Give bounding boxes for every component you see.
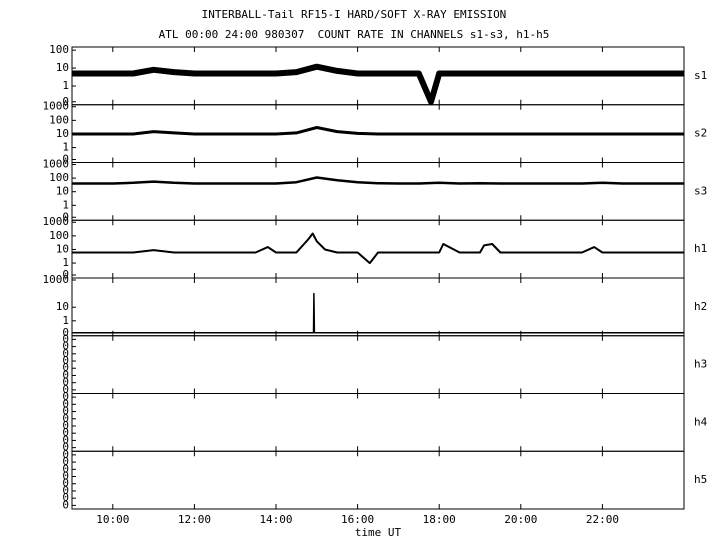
y-tick-label: 0	[62, 340, 69, 353]
series-line	[72, 232, 684, 265]
y-tick-label: 0	[62, 462, 69, 475]
y-tick-label: 0	[62, 390, 69, 403]
panel-label: h4	[694, 415, 708, 428]
panel-frame	[71, 219, 685, 279]
chart-subtitle: ATL 00:00 24:00 980307 COUNT RATE IN CHA…	[159, 28, 550, 41]
x-tick-label: 20:00	[504, 513, 537, 526]
x-tick-label: 10:00	[96, 513, 129, 526]
y-tick-label: 0	[62, 412, 69, 425]
x-axis-label: time UT	[355, 526, 402, 539]
panel-frame	[71, 335, 685, 394]
x-tick-label: 18:00	[423, 513, 456, 526]
y-tick-label: 0	[62, 405, 69, 418]
y-tick-label: 100	[49, 171, 69, 184]
y-tick-label: 1000	[43, 215, 70, 228]
y-tick-label: 10	[56, 242, 69, 255]
panel-label: s2	[694, 127, 707, 140]
y-tick-label: 0	[62, 383, 69, 396]
y-tick-label: 1	[62, 79, 69, 92]
y-tick-label: 1000	[43, 273, 70, 286]
y-tick-label: 0	[62, 347, 69, 360]
y-tick-label: 0	[62, 491, 69, 504]
panel-frame	[71, 450, 685, 510]
panel-label: h2	[694, 300, 707, 313]
y-tick-label: 0	[62, 470, 69, 483]
y-tick-label: 0	[62, 326, 69, 339]
y-tick-label: 10	[56, 300, 69, 313]
series-line	[72, 126, 684, 136]
y-tick-label: 10	[56, 61, 69, 74]
x-tick-label: 14:00	[259, 513, 292, 526]
panel-label: s3	[694, 184, 707, 197]
y-tick-label: 0	[62, 354, 69, 367]
y-tick-label: 0	[62, 455, 69, 468]
y-tick-label: 0	[62, 332, 69, 345]
y-tick-label: 0	[62, 441, 69, 454]
panel-label: h3	[694, 358, 707, 371]
y-tick-label: 0	[62, 368, 69, 381]
y-tick-label: 100	[49, 229, 69, 242]
y-tick-label: 0	[62, 361, 69, 374]
panel-frame	[71, 162, 685, 221]
panel-label: s1	[694, 69, 707, 82]
y-tick-label: 0	[62, 477, 69, 490]
y-tick-label: 0	[62, 376, 69, 389]
y-tick-label: 0	[62, 419, 69, 432]
x-tick-label: 22:00	[586, 513, 619, 526]
y-tick-label: 10	[56, 127, 69, 140]
y-tick-label: 1	[62, 141, 69, 154]
y-tick-label: 1000	[43, 157, 70, 170]
y-tick-label: 0	[62, 153, 69, 166]
panel-label: h1	[694, 242, 707, 255]
series-line	[72, 176, 684, 185]
y-tick-label: 0	[62, 426, 69, 439]
series-line	[72, 292, 684, 334]
panel-label: h5	[694, 473, 707, 486]
y-tick-label: 0	[62, 268, 69, 281]
panel-frame	[71, 393, 685, 452]
x-tick-label: 16:00	[341, 513, 374, 526]
y-tick-label: 0	[62, 397, 69, 410]
x-tick-label: 12:00	[178, 513, 211, 526]
y-tick-label: 0	[62, 498, 69, 511]
y-tick-label: 0	[62, 433, 69, 446]
y-tick-label: 1000	[43, 100, 70, 113]
y-tick-label: 1	[62, 256, 69, 269]
y-tick-label: 0	[62, 484, 69, 497]
panel-frame	[71, 277, 685, 337]
y-tick-label: 0	[62, 95, 69, 108]
y-tick-label: 1	[62, 198, 69, 211]
y-tick-label: 0	[62, 210, 69, 223]
series-line	[72, 63, 684, 105]
y-tick-label: 100	[49, 113, 69, 126]
y-tick-label: 0	[62, 448, 69, 461]
y-tick-label: 1	[62, 314, 69, 327]
chart-title: INTERBALL-Tail RF15-I HARD/SOFT X-RAY EM…	[202, 8, 507, 21]
y-tick-label: 100	[49, 43, 69, 56]
y-tick-label: 10	[56, 185, 69, 198]
